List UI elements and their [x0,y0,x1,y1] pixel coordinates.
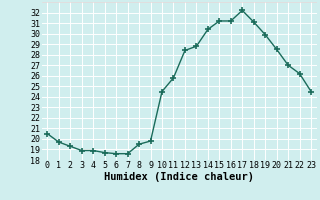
X-axis label: Humidex (Indice chaleur): Humidex (Indice chaleur) [104,172,254,182]
